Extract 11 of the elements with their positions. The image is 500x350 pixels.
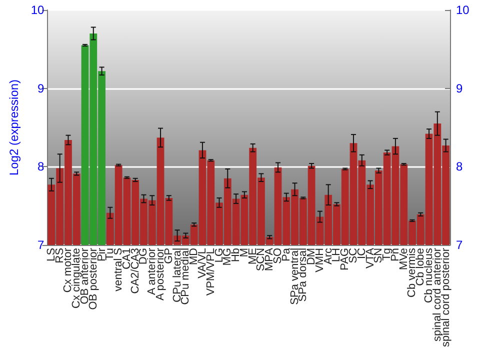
y-tick-label: 10 <box>30 3 45 17</box>
x-tick-label: Tg <box>381 248 394 261</box>
y-tick-label: 8 <box>38 160 45 174</box>
y-tick-label: 9 <box>38 81 45 96</box>
x-tick-label: spinal cord posterior <box>440 248 452 348</box>
y-axis-title: Log2 (expression) <box>7 79 21 176</box>
y2-tick-label: 10 <box>456 3 470 17</box>
y2-tick-label: 7 <box>456 238 463 252</box>
y-tick-label: 7 <box>38 238 45 252</box>
y2-tick-label: 8 <box>456 160 463 174</box>
y2-tick-label: 9 <box>456 81 463 96</box>
